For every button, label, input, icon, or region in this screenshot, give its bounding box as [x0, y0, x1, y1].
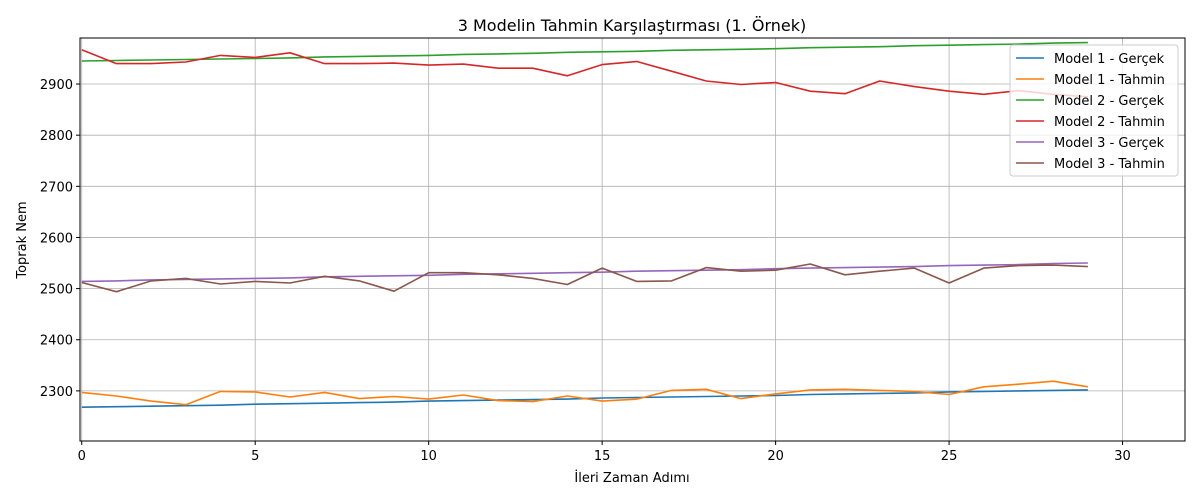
x-tick-label: 0 [78, 449, 86, 464]
y-tick-label: 2600 [40, 231, 73, 246]
x-tick-label: 30 [1114, 449, 1131, 464]
legend-label-model-1-gercek: Model 1 - Gerçek [1054, 52, 1165, 67]
y-tick-label: 2400 [40, 334, 73, 349]
legend-label-model-2-tahmin: Model 2 - Tahmin [1054, 115, 1165, 130]
x-tick-label: 10 [420, 449, 437, 464]
grid [80, 38, 1185, 441]
series-line-model-2-tahmin [81, 49, 1088, 98]
y-tick-label: 2900 [40, 78, 73, 93]
y-tick-label: 2300 [40, 385, 73, 400]
x-axis-label: İleri Zaman Adımı [574, 470, 689, 486]
plot-frame [79, 37, 1186, 442]
series-line-model-2-gercek [81, 41, 1088, 62]
series-line-model-1-tahmin [81, 380, 1089, 406]
plot-area [80, 38, 1185, 441]
y-tick-label: 2500 [40, 283, 73, 298]
x-tick-label: 15 [594, 449, 611, 464]
x-tick-label: 20 [767, 449, 784, 464]
y-tick-label: 2800 [40, 129, 73, 144]
x-axis-ticks: 0 5 10 15 20 25 30 [78, 441, 1131, 464]
x-tick-label: 25 [941, 449, 958, 464]
y-tick-label: 2700 [40, 180, 73, 195]
legend-label-model-3-gercek: Model 3 - Gerçek [1054, 136, 1165, 151]
series-lines [81, 41, 1089, 408]
legend-label-model-2-gercek: Model 2 - Gerçek [1054, 94, 1165, 109]
series-line-model-3-gercek [81, 262, 1088, 283]
legend-label-model-3-tahmin: Model 3 - Tahmin [1054, 157, 1165, 172]
y-axis-ticks: 2300 2400 2500 2600 2700 2800 2900 [40, 78, 80, 400]
chart-title: 3 Modelin Tahmin Karşılaştırması (1. Örn… [458, 16, 807, 35]
legend-frame [1009, 44, 1179, 177]
legend: Model 1 - Gerçek Model 1 - Tahmin Model 2 … [1009, 44, 1179, 177]
y-axis-label: Toprak Nem [15, 201, 30, 279]
x-tick-label: 5 [251, 449, 259, 464]
legend-label-model-1-tahmin: Model 1 - Tahmin [1054, 73, 1165, 88]
series-line-model-3-tahmin [81, 263, 1088, 293]
